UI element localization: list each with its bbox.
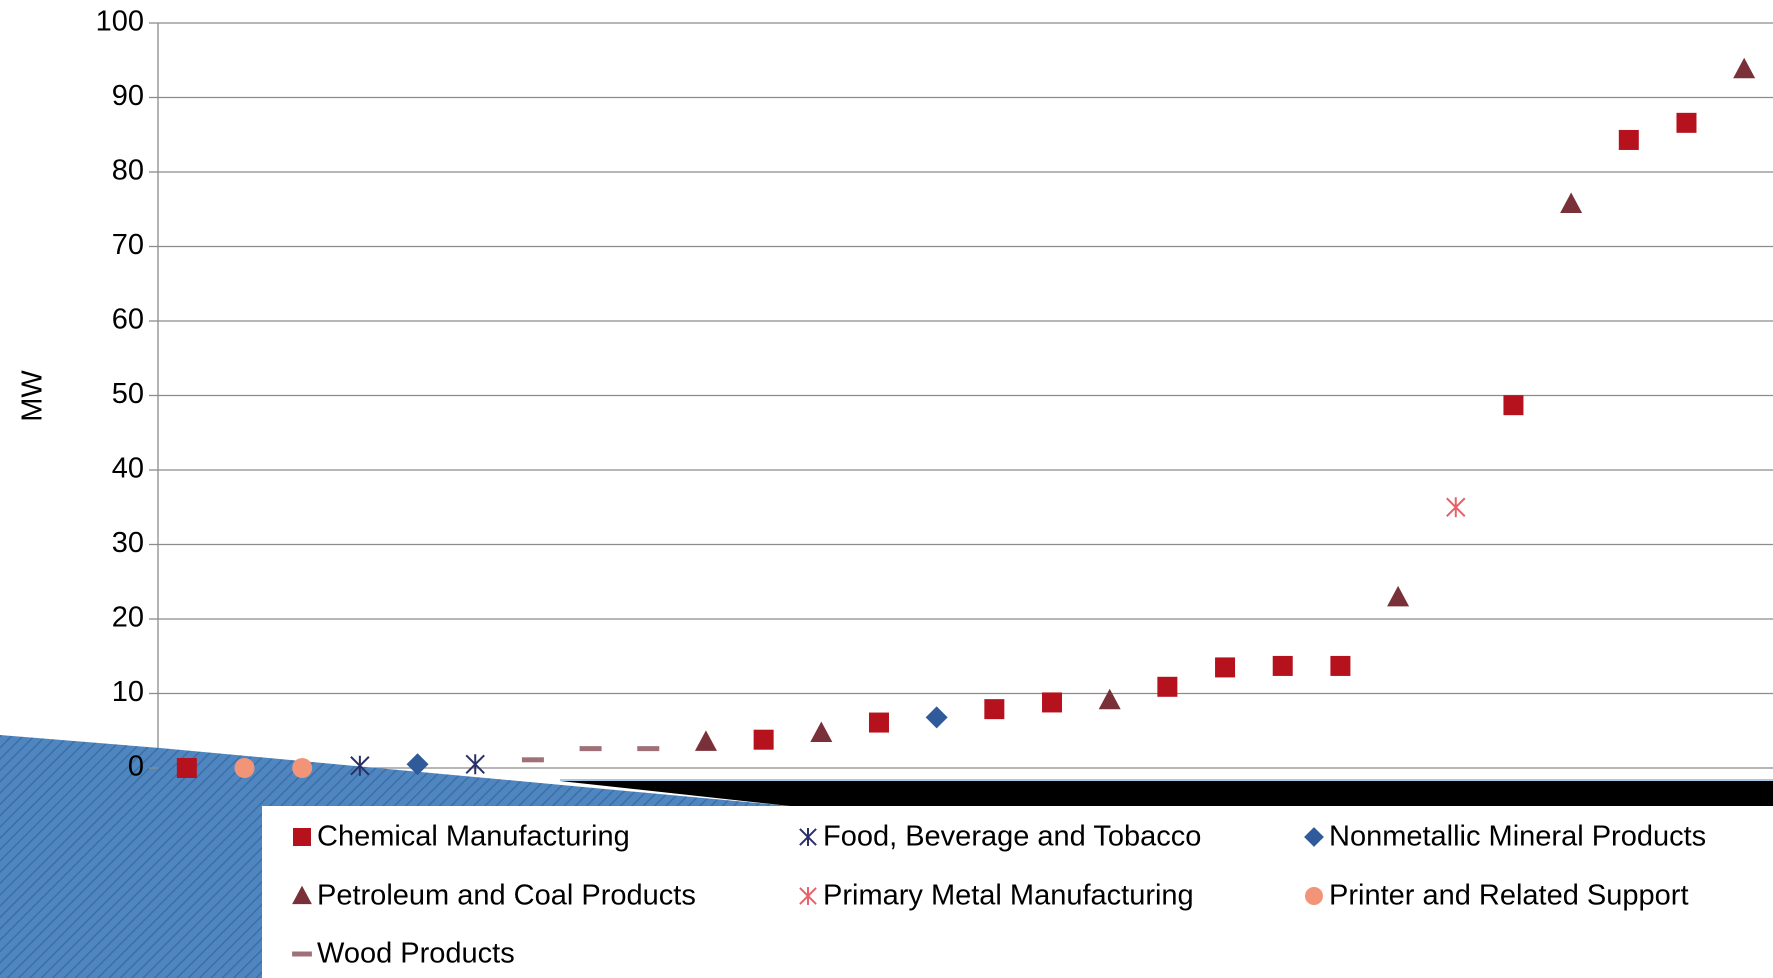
data-point [1157, 676, 1178, 697]
data-point [406, 753, 429, 776]
legend-marker [799, 887, 817, 905]
data-point [1272, 655, 1293, 676]
legend-marker [292, 951, 312, 957]
y-tick-label: 20 [112, 602, 144, 634]
data-point [1215, 657, 1236, 678]
data-point [1560, 192, 1583, 214]
y-tick-label: 10 [112, 676, 144, 708]
legend-marker [1305, 887, 1323, 905]
data-point [579, 746, 602, 752]
data-point [868, 712, 889, 733]
data-point [1676, 112, 1697, 133]
legend-label: Wood Products [317, 938, 515, 970]
y-tick-label: 70 [112, 229, 144, 261]
decor-shape [0, 735, 790, 978]
y-tick-label: 60 [112, 304, 144, 336]
y-tick-label: 50 [112, 378, 144, 410]
data-point [1446, 497, 1466, 518]
data-point [176, 758, 197, 778]
legend-label: Primary Metal Manufacturing [823, 880, 1194, 912]
legend-label: Nonmetallic Mineral Products [1329, 821, 1706, 853]
legend-marker [293, 828, 311, 846]
data-point [984, 699, 1005, 720]
data-point [292, 758, 313, 778]
y-tick-label: 100 [96, 6, 144, 38]
legend-label: Chemical Manufacturing [317, 821, 630, 853]
legend-label: Printer and Related Support [1329, 880, 1689, 912]
data-point [1503, 395, 1524, 416]
y-tick-label: 40 [112, 453, 144, 485]
y-tick-label: 90 [112, 80, 144, 112]
data-point [1098, 688, 1121, 710]
legend-box [262, 806, 1773, 978]
data-point [810, 721, 833, 742]
data-point [925, 706, 948, 729]
data-point [637, 746, 660, 752]
legend-label: Petroleum and Coal Products [317, 880, 696, 912]
y-axis-label: MW [17, 370, 49, 422]
data-point [1042, 692, 1063, 713]
data-point [521, 757, 544, 763]
decor-bar [560, 781, 1773, 806]
data-point [234, 758, 255, 778]
legend-marker [292, 885, 312, 905]
data-point [1618, 129, 1639, 150]
data-point [1387, 585, 1410, 607]
legend-marker [1304, 827, 1324, 847]
data-point [753, 729, 774, 750]
data-point [465, 754, 485, 775]
data-point [1733, 57, 1756, 79]
legend-marker [799, 828, 817, 846]
y-tick-label: 30 [112, 527, 144, 559]
data-point [350, 755, 370, 776]
y-tick-label: 80 [112, 155, 144, 187]
legend-label: Food, Beverage and Tobacco [823, 821, 1201, 853]
data-point [694, 730, 717, 751]
data-point [1330, 655, 1351, 676]
y-tick-label: 0 [128, 751, 144, 783]
